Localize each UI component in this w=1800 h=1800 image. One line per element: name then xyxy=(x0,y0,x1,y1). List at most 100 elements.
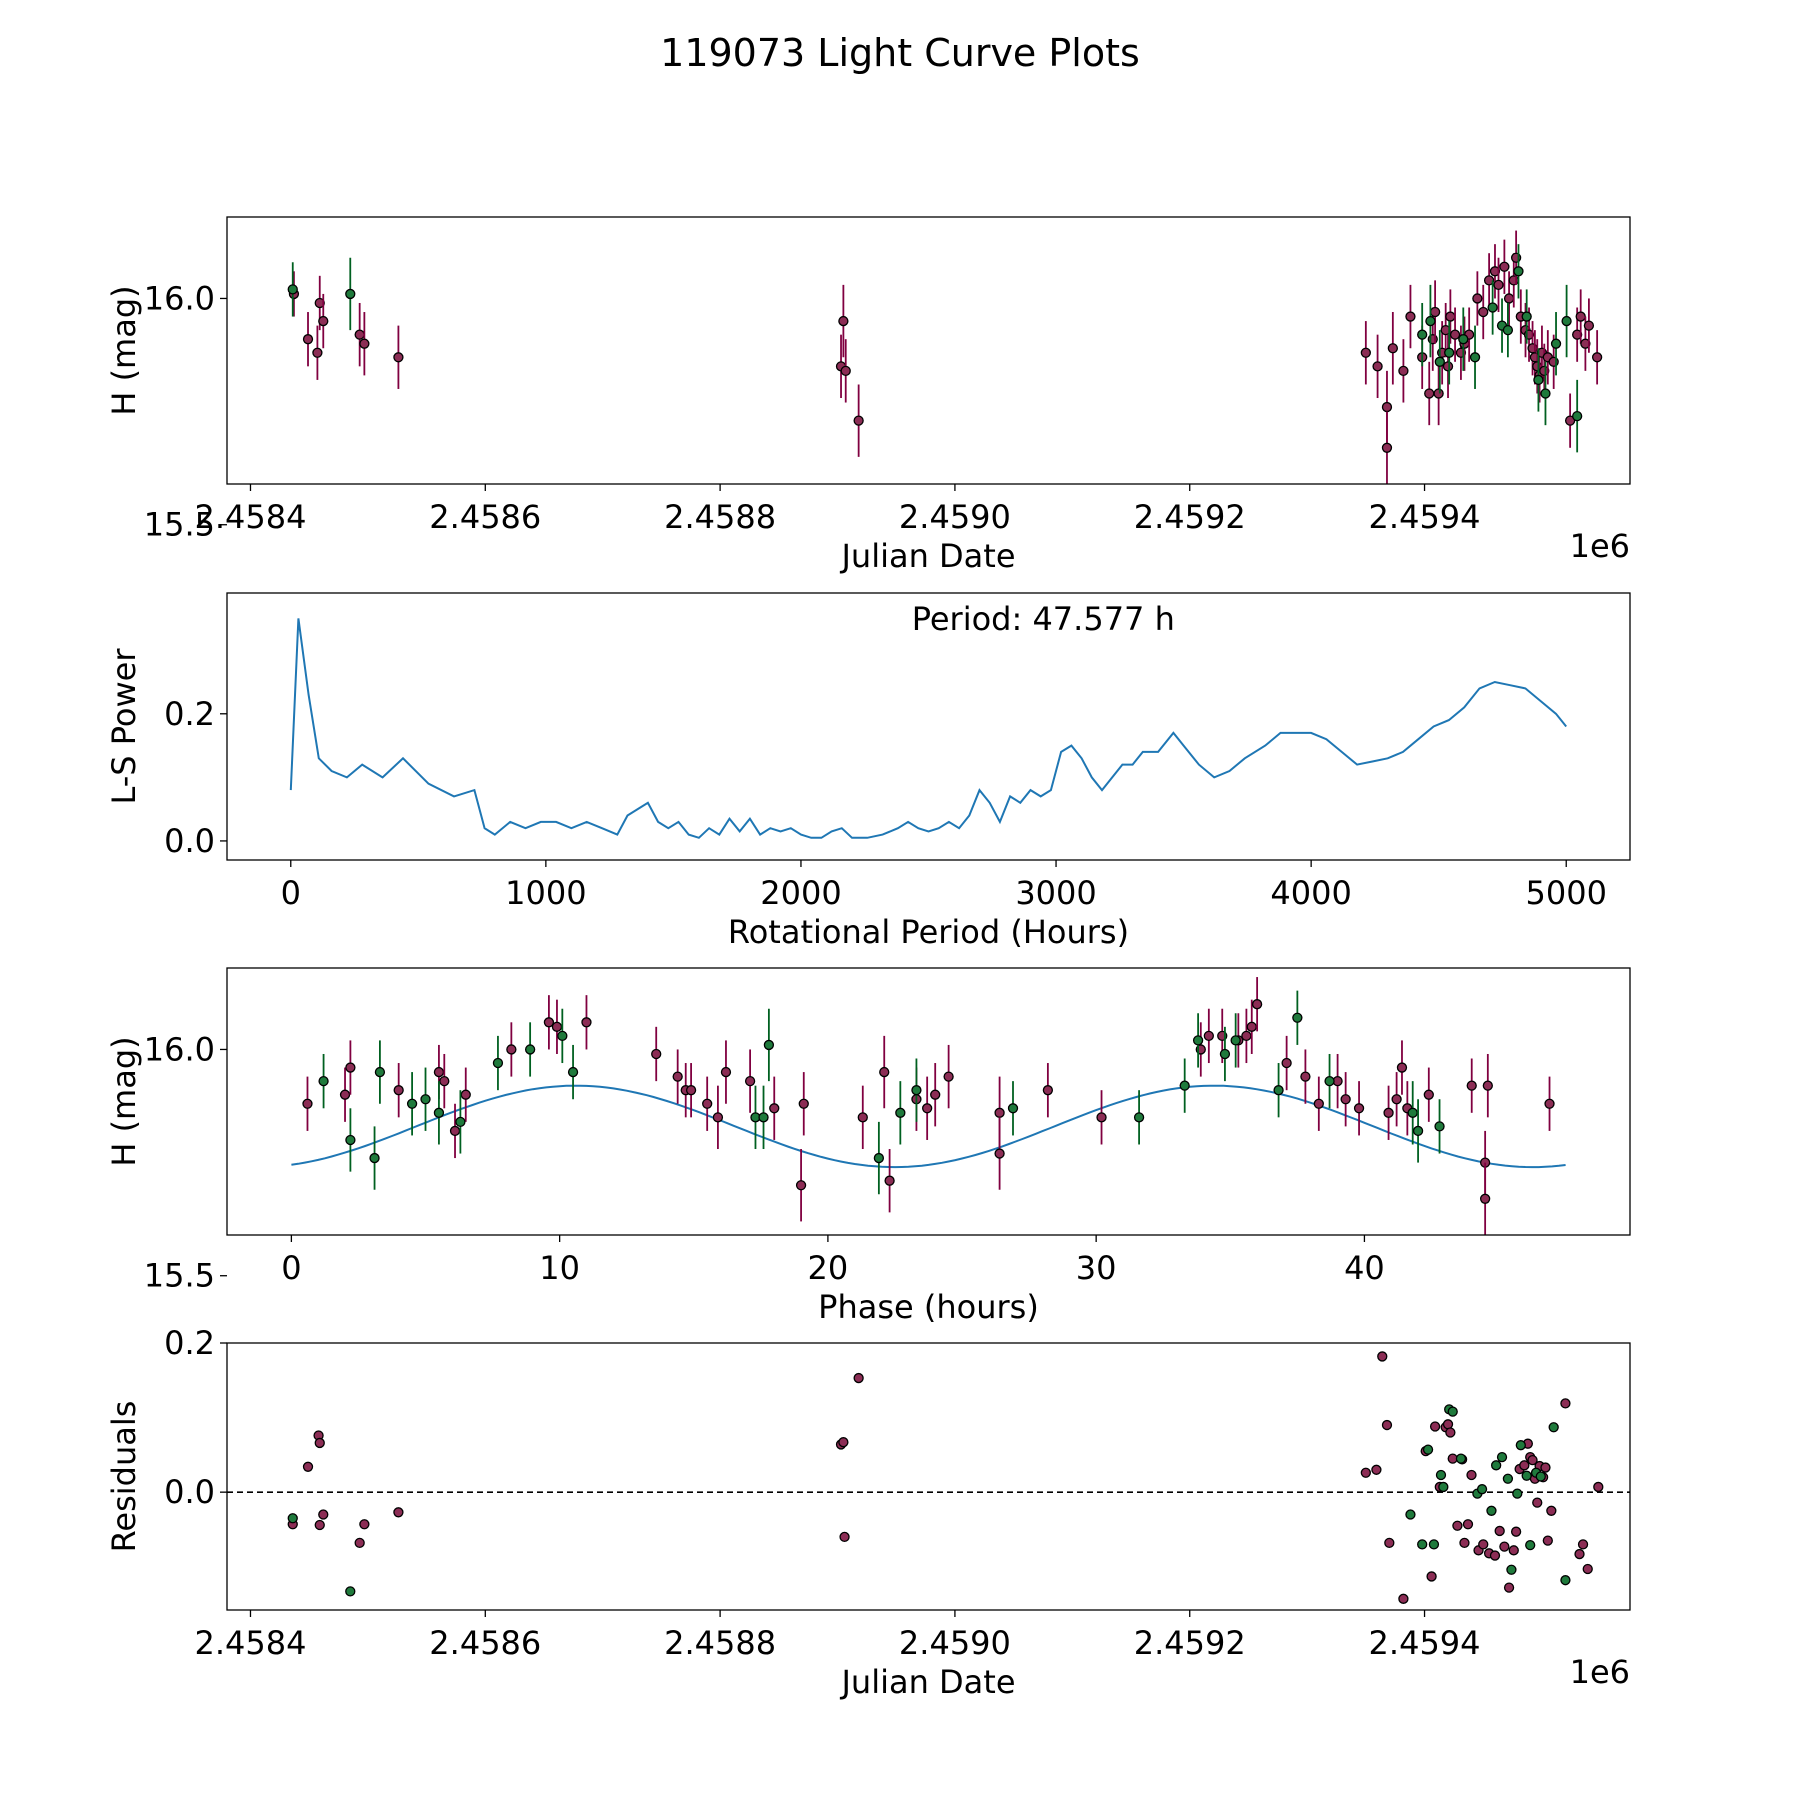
residuals-point-r-14 xyxy=(1371,1464,1382,1475)
lightcurve-point-r-9 xyxy=(838,315,849,327)
phased-point-g-9 xyxy=(524,1044,536,1055)
phased-point-r-12 xyxy=(651,1048,662,1060)
lightcurve-point-r-52 xyxy=(1564,415,1576,426)
residuals-point-r-29 xyxy=(1459,1537,1470,1549)
phased-point-g-6 xyxy=(433,1107,445,1118)
lightcurve-panel: 2.4584 2.4586 2.4588 2.4590 2.4592 2.4594 15.5… xyxy=(105,216,1631,575)
residuals-point-g-18 xyxy=(1512,1488,1523,1499)
phased-ytick-label-0: 15.5 xyxy=(144,1257,215,1295)
periodogram-xtick-label-1: 1000 xyxy=(505,874,586,912)
phased-point-r-28 xyxy=(930,1089,941,1100)
lightcurve-plot-area xyxy=(287,230,1603,484)
residuals-point-g-3 xyxy=(1417,1539,1428,1550)
phased-point-r-30 xyxy=(994,1107,1005,1118)
phased-point-r-23 xyxy=(857,1112,868,1123)
lightcurve-point-g-10 xyxy=(1502,324,1514,336)
phased-point-r-5 xyxy=(439,1075,450,1087)
lightcurve-point-g-4 xyxy=(1434,356,1445,367)
residuals-point-r-51 xyxy=(1542,1535,1553,1546)
residuals-point-g-21 xyxy=(1525,1539,1536,1551)
phased-point-r-20 xyxy=(769,1103,780,1114)
residuals-point-r-56 xyxy=(1582,1563,1593,1575)
residuals-point-g-24 xyxy=(1548,1422,1559,1433)
residuals-point-r-4 xyxy=(314,1519,325,1531)
lightcurve-point-g-11 xyxy=(1513,266,1524,277)
lightcurve-xtick-label-2: 2.4588 xyxy=(664,498,776,536)
residuals-point-r-18 xyxy=(1398,1593,1409,1604)
phased-point-g-2 xyxy=(369,1152,380,1164)
phased-point-r-16 xyxy=(702,1098,713,1109)
residuals-plot-area xyxy=(227,1351,1630,1604)
lightcurve-point-r-14 xyxy=(1381,401,1393,413)
residuals-point-g-12 xyxy=(1476,1484,1488,1495)
phased-point-r-43 xyxy=(1313,1098,1324,1109)
phased-point-r-11 xyxy=(581,1017,592,1028)
lightcurve-point-g-2 xyxy=(1417,329,1428,340)
lightcurve-point-r-38 xyxy=(1503,293,1515,304)
lightcurve-point-r-5 xyxy=(354,329,365,340)
phased-point-g-27 xyxy=(1407,1107,1418,1118)
lightcurve-point-g-13 xyxy=(1533,374,1544,386)
lightcurve-point-g-15 xyxy=(1550,338,1562,349)
lightcurve-frame xyxy=(226,216,1631,485)
residuals-point-g-0 xyxy=(287,1513,298,1524)
residuals-point-g-19 xyxy=(1515,1440,1526,1451)
lightcurve-point-r-27 xyxy=(1445,311,1456,322)
residuals-point-r-7 xyxy=(359,1519,370,1530)
phased-point-g-7 xyxy=(455,1116,466,1128)
phased-xtick-label-0: 0 xyxy=(281,1249,301,1287)
residuals-point-r-54 xyxy=(1574,1548,1585,1560)
phased-point-r-21 xyxy=(795,1180,807,1191)
residuals-panel: 2.4584 2.4586 2.4588 2.4590 2.4592 2.4594 0.0 0… xyxy=(105,1324,1631,1701)
residuals-point-r-13 xyxy=(1360,1467,1371,1478)
residuals-point-r-37 xyxy=(1499,1541,1510,1552)
periodogram-ylabel: L-S Power xyxy=(105,648,143,805)
residuals-point-r-45 xyxy=(1527,1454,1538,1466)
lightcurve-point-g-8 xyxy=(1487,302,1498,313)
residuals-point-r-6 xyxy=(354,1537,365,1549)
phased-point-r-56 xyxy=(1544,1098,1555,1109)
lightcurve-point-g-1 xyxy=(345,288,356,300)
residuals-point-r-38 xyxy=(1503,1582,1515,1593)
residuals-point-g-23 xyxy=(1535,1471,1546,1482)
phased-point-g-26 xyxy=(1324,1075,1335,1087)
phased-point-g-5 xyxy=(420,1094,431,1105)
phased-point-g-15 xyxy=(873,1152,885,1164)
phased-point-g-20 xyxy=(1179,1080,1190,1091)
residuals-xtick-label-4: 2.4592 xyxy=(1134,1624,1246,1662)
residuals-point-r-10 xyxy=(838,1437,849,1448)
periodogram-xlabel: Rotational Period (Hours) xyxy=(728,913,1129,951)
residuals-point-g-25 xyxy=(1560,1575,1571,1586)
phased-point-r-52 xyxy=(1466,1080,1477,1091)
lightcurve-point-g-7 xyxy=(1469,352,1481,363)
lightcurve-point-r-16 xyxy=(1387,343,1398,354)
residuals-offset-label: 1e6 xyxy=(1570,1653,1630,1691)
lightcurve-point-r-55 xyxy=(1580,338,1591,349)
lightcurve-point-r-10 xyxy=(840,365,851,377)
residuals-point-g-14 xyxy=(1491,1460,1502,1471)
phased-point-r-2 xyxy=(345,1062,356,1073)
lightcurve-point-r-13 xyxy=(1372,361,1383,372)
phased-point-r-13 xyxy=(672,1071,683,1082)
phased-point-r-35 xyxy=(1203,1030,1214,1042)
residuals-ytick-label-1: 0.2 xyxy=(164,1324,215,1362)
phased-point-g-16 xyxy=(895,1107,906,1118)
phased-point-g-19 xyxy=(1133,1112,1145,1123)
lightcurve-point-g-6 xyxy=(1458,334,1469,345)
lightcurve-point-r-18 xyxy=(1405,311,1416,322)
lightcurve-point-r-26 xyxy=(1442,361,1454,372)
periodogram-ytick-label-1: 0.2 xyxy=(164,695,215,733)
residuals-xtick-label-3: 2.4590 xyxy=(899,1624,1011,1662)
phased-point-r-54 xyxy=(1479,1193,1491,1204)
phased-point-r-19 xyxy=(744,1075,756,1087)
phased-point-g-13 xyxy=(758,1112,769,1123)
phased-xlabel: Phase (hours) xyxy=(818,1288,1039,1326)
lightcurve-point-r-20 xyxy=(1424,388,1435,399)
residuals-point-g-15 xyxy=(1496,1451,1508,1463)
lightcurve-point-r-57 xyxy=(1591,352,1603,363)
phased-point-r-18 xyxy=(720,1066,732,1078)
residuals-point-r-12 xyxy=(853,1372,864,1384)
lightcurve-ylabel: H (mag) xyxy=(105,285,143,415)
residuals-point-g-10 xyxy=(1455,1453,1467,1464)
phased-point-r-42 xyxy=(1300,1071,1311,1082)
